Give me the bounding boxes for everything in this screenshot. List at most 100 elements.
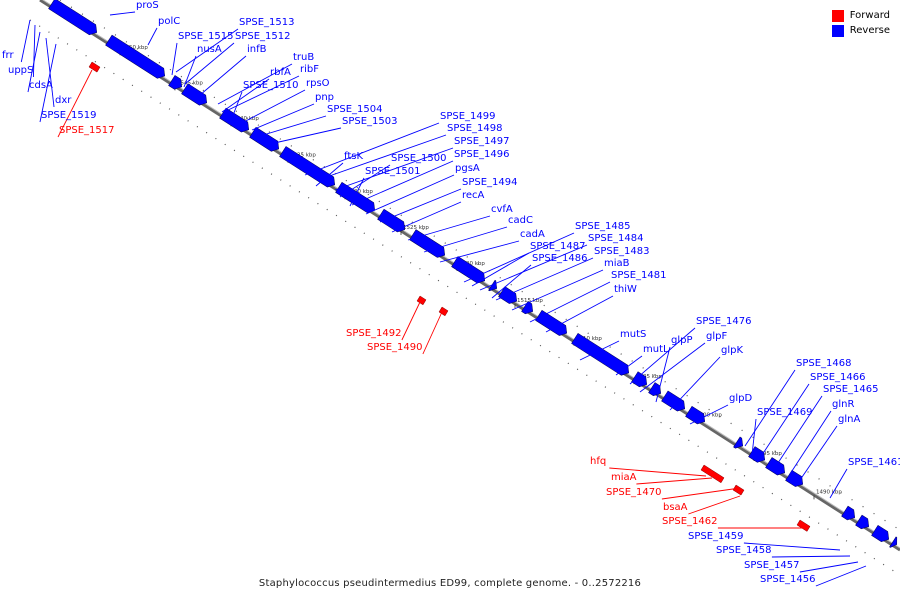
reverse-gene-label-spse-1481: SPSE_1481 (611, 270, 667, 281)
reverse-gene-label-mutl: mutL (643, 344, 669, 355)
kbp-tick-label: 1550 kbp (122, 45, 148, 51)
leader-mutl (615, 355, 643, 376)
kbp-tick-label: 1510 kbp (576, 336, 602, 342)
reverse-gene-label-glpd: glpD (729, 393, 752, 404)
reverse-gene-label-spse-1498: SPSE_1498 (447, 123, 503, 134)
reverse-gene-label-spse-1512: SPSE_1512 (235, 31, 291, 42)
reverse-gene-block (648, 382, 662, 397)
leader-frr (20, 19, 31, 63)
kbp-tick-label: 1500 kbp (696, 413, 722, 419)
reverse-gene-block (535, 309, 568, 336)
reverse-gene-label-cdsa: cdsA (29, 80, 53, 91)
forward-gene-label-spse-1490: SPSE_1490 (367, 342, 423, 353)
kbp-ticks: 1550 kbp 1545 kbp 1540 kbp 1535 kbp 1530 kbp… (119, 45, 842, 500)
reverse-gene-block (181, 83, 208, 106)
leader-reca (391, 201, 462, 233)
reverse-gene-block (521, 300, 534, 315)
leader-spse-1490 (422, 311, 443, 355)
reverse-gene-label-spse-1459: SPSE_1459 (688, 531, 744, 542)
reverse-gene-label-spse-1466: SPSE_1466 (810, 372, 866, 383)
reverse-gene-label-spse-1457: SPSE_1457 (744, 560, 800, 571)
reverse-gene-block (631, 371, 648, 388)
leader-glpf (639, 342, 706, 393)
kbp-tick-label: 1545 kbp (177, 80, 203, 86)
leader-spse-1512 (184, 42, 235, 85)
reverse-gene-label-rpso: rpsO (306, 78, 330, 89)
leader-spse-1457 (799, 561, 859, 573)
reverse-gene-label-pnp: pnp (315, 92, 334, 103)
leader-spse-1470 (661, 487, 741, 500)
leader-glpd (689, 404, 729, 425)
reverse-gene-label-spse-1494: SPSE_1494 (462, 177, 518, 188)
reverse-gene-block (279, 146, 336, 188)
reverse-gene-label-spse-1456: SPSE_1456 (760, 574, 816, 585)
leader-spse-1465 (775, 395, 823, 467)
forward-gene-block (416, 295, 427, 306)
reverse-gene-block (48, 0, 98, 36)
reverse-gene-label-ribf: ribF (300, 64, 319, 75)
leader-spse-1494 (379, 188, 462, 223)
reverse-gene-label-spse-1497: SPSE_1497 (454, 136, 510, 147)
leader-spse-1468 (744, 369, 796, 447)
leader-nusa (183, 55, 197, 88)
reverse-gene-label-rbfa: rbfA (270, 67, 291, 78)
kbp-tick-label: 1515 kbp (517, 298, 543, 304)
reverse-gene-label-infb: infB (247, 44, 267, 55)
legend-reverse: Reverse (831, 23, 890, 38)
reverse-gene-label-spse-1499: SPSE_1499 (440, 111, 496, 122)
reverse-gene-label-spse-1487: SPSE_1487 (530, 241, 586, 252)
leader-spse-1486 (491, 264, 532, 299)
leader-thiw (545, 295, 614, 333)
reverse-gene-label-spse-1501: SPSE_1501 (365, 166, 421, 177)
reverse-gene-label-nusa: nusA (197, 44, 222, 55)
reverse-gene-block (571, 332, 630, 376)
gene-labels: proS polC SPSE_1513 SPSE_1515 SPSE_1512 nusA i… (2, 0, 900, 585)
reverse-gene-label-cada: cadA (520, 229, 545, 240)
leader-spse-1499 (304, 122, 440, 176)
forward-gene-block (438, 306, 449, 317)
leader-miaa (636, 477, 713, 485)
kbp-tick-label: 1520 kbp (459, 261, 485, 267)
forward-gene-label-hfq: hfq (590, 456, 606, 467)
reverse-gene-block (871, 524, 890, 542)
leader-cdsa (27, 31, 41, 93)
forward-gene-block (88, 61, 101, 73)
reverse-gene-label-spse-1519: SPSE_1519 (41, 110, 97, 121)
leader-spse-1459 (743, 542, 841, 551)
reverse-gene-label-thiw: thiW (614, 284, 637, 295)
leader-muts (579, 340, 620, 361)
leader-spse-1510 (231, 91, 243, 119)
leader-spse-1485 (463, 232, 575, 283)
reverse-gene-block (733, 436, 744, 449)
forward-gene-label-spse-1517: SPSE_1517 (59, 125, 115, 136)
forward-gene-label-spse-1462: SPSE_1462 (662, 516, 718, 527)
forward-gene-label-spse-1492: SPSE_1492 (346, 328, 402, 339)
reverse-gene-label-spse-1476: SPSE_1476 (696, 316, 752, 327)
reverse-gene-label-cvfa: cvfA (491, 204, 513, 215)
kbp-tick-label: 1505 kbp (636, 374, 662, 380)
reverse-gene-label-glpf: glpF (706, 331, 727, 342)
reverse-gene-label-spse-1500: SPSE_1500 (391, 153, 447, 164)
leader-cada (439, 240, 520, 263)
leader-spse-1504 (259, 115, 327, 137)
leader-pros (109, 11, 136, 16)
reverse-gene-label-spse-1484: SPSE_1484 (588, 233, 644, 244)
leader-spse-1517 (57, 69, 93, 138)
forward-gene-block (700, 464, 725, 484)
reverse-gene-label-spse-1469: SPSE_1469 (757, 407, 813, 418)
reverse-gene-block (785, 469, 804, 487)
leader-spse-1461 (829, 468, 848, 499)
reverse-gene-block (841, 505, 856, 521)
leader-spse-1498 (317, 134, 447, 181)
legend-reverse-label: Reverse (849, 25, 890, 36)
kbp-tick-label: 1525 kbp (403, 225, 429, 231)
leader-pnp (251, 103, 315, 131)
forward-gene-label-bsaa: bsaA (663, 502, 688, 513)
leader-spse-1484 (479, 244, 588, 291)
leader-spse-1481 (529, 281, 611, 323)
reverse-gene-label-spse-1458: SPSE_1458 (716, 545, 772, 556)
kbp-tick-label: 1535 kbp (290, 153, 316, 159)
leader-glpk (669, 356, 721, 411)
leader-spse-1497 (334, 147, 454, 191)
reverse-gene-label-trub: truB (293, 52, 314, 63)
